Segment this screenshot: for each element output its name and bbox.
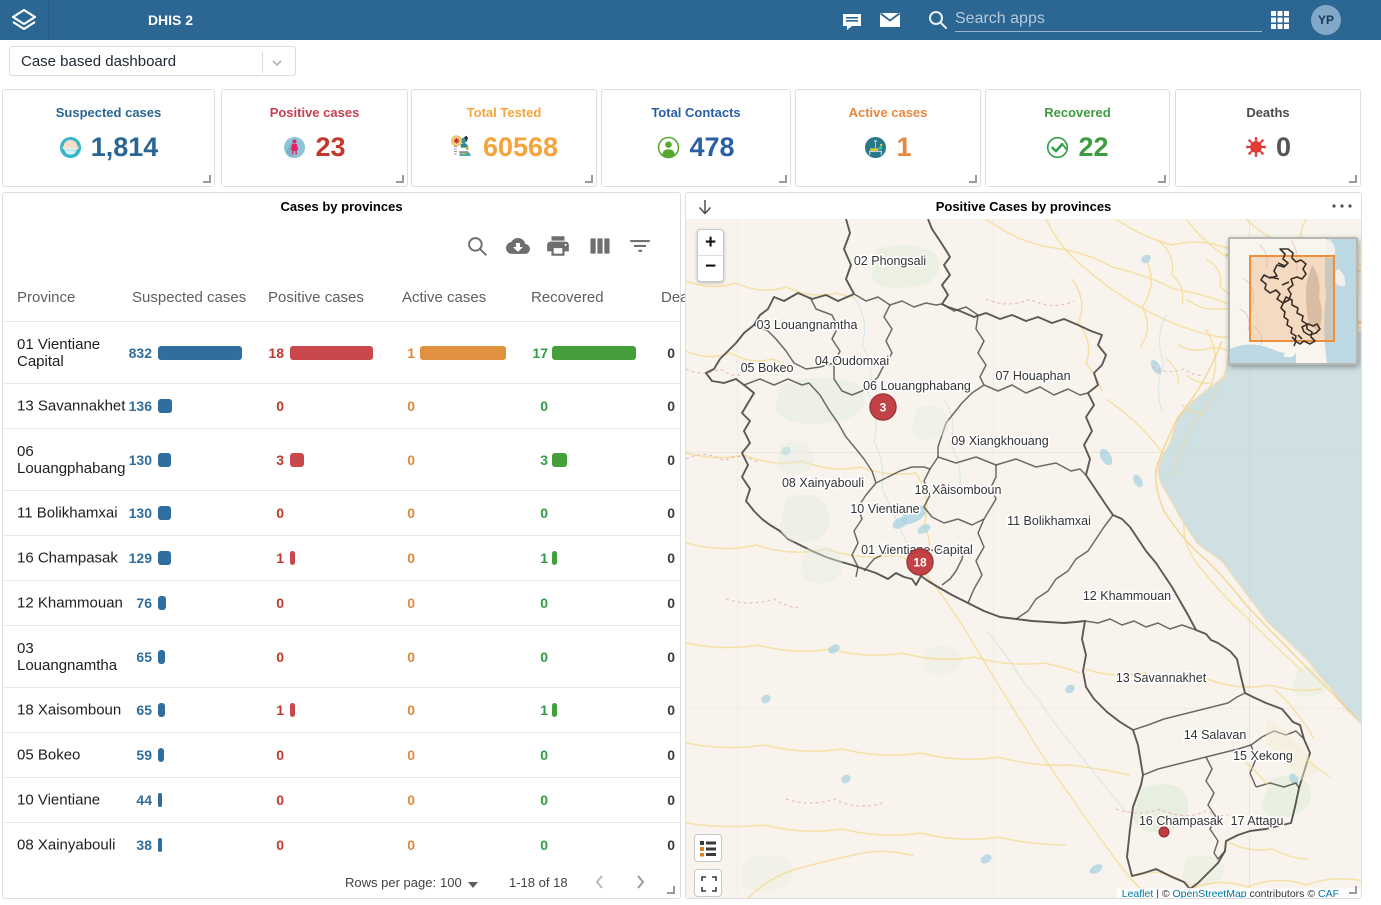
svg-text:14 Salavan: 14 Salavan xyxy=(1184,728,1247,742)
svg-text:05 Bokeo: 05 Bokeo xyxy=(741,361,794,375)
svg-text:06 Louangphabang: 06 Louangphabang xyxy=(863,379,971,393)
svg-text:16 Champasak: 16 Champasak xyxy=(1139,814,1224,828)
svg-text:3: 3 xyxy=(880,401,887,415)
svg-text:03 Louangnamtha: 03 Louangnamtha xyxy=(757,318,858,332)
svg-text:09 Xiangkhouang: 09 Xiangkhouang xyxy=(951,434,1048,448)
svg-text:17 Attapu: 17 Attapu xyxy=(1231,814,1284,828)
svg-text:18 Xaisomboun: 18 Xaisomboun xyxy=(915,483,1002,497)
svg-text:08 Xainyabouli: 08 Xainyabouli xyxy=(782,476,864,490)
svg-text:15 Xekong: 15 Xekong xyxy=(1233,749,1293,763)
svg-text:12 Khammouan: 12 Khammouan xyxy=(1083,589,1171,603)
svg-text:07 Houaphan: 07 Houaphan xyxy=(995,369,1070,383)
svg-text:04 Oudomxai: 04 Oudomxai xyxy=(815,354,889,368)
svg-text:02 Phongsali: 02 Phongsali xyxy=(854,254,926,268)
svg-text:18: 18 xyxy=(913,556,927,570)
svg-text:11 Bolikhamxai: 11 Bolikhamxai xyxy=(1007,514,1091,528)
svg-text:10 Vientiane: 10 Vientiane xyxy=(850,502,919,516)
svg-text:13 Savannakhet: 13 Savannakhet xyxy=(1116,671,1207,685)
